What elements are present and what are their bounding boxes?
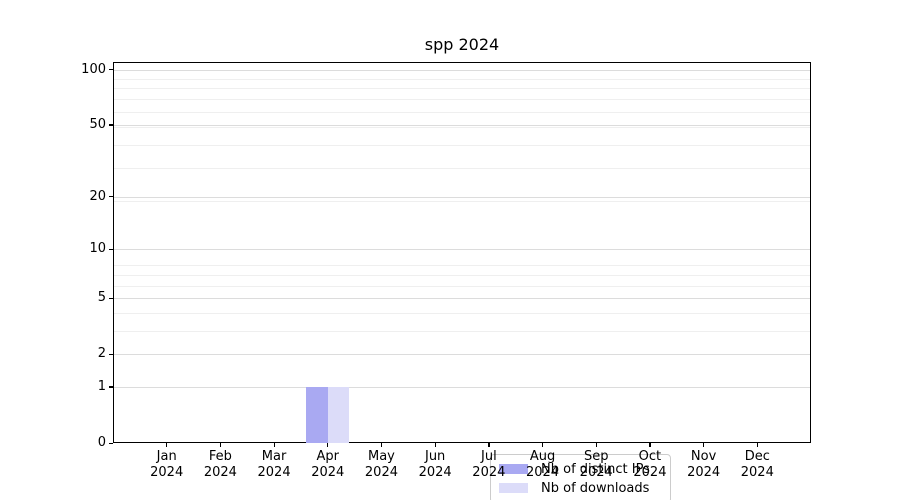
x-tick-label: Jul 2024: [472, 449, 506, 480]
plot-area: Nb of distinct IPs Nb of downloads: [113, 62, 811, 500]
x-tick-label: Aug 2024: [525, 449, 560, 480]
x-tick-label: Oct 2024: [633, 449, 667, 480]
y-tick-mark: [109, 353, 113, 355]
legend-swatch-icon: [499, 483, 528, 493]
legend-row: Nb of downloads: [499, 481, 662, 496]
y-tick-label: 100: [81, 61, 106, 77]
y-tick-label: 20: [89, 188, 106, 204]
x-tick-label: Jun 2024: [418, 449, 452, 480]
gridline-minor: [114, 126, 810, 128]
chart-title: spp 2024: [424, 35, 500, 54]
gridline-minor: [114, 78, 810, 80]
x-tick-label: Nov 2024: [687, 449, 721, 480]
gridline-minor: [114, 111, 810, 113]
y-tick-mark: [109, 69, 113, 71]
gridline-minor: [114, 265, 810, 267]
x-tick-mark: [380, 443, 383, 447]
gridline-major: [114, 298, 810, 300]
x-tick-mark: [542, 443, 544, 447]
x-tick-label: Sep 2024: [579, 449, 613, 480]
legend-row: Nb of distinct IPs: [499, 462, 662, 477]
gridline-major: [114, 386, 810, 388]
y-tick-mark: [109, 297, 113, 299]
chart-legend: Nb of distinct IPs Nb of downloads: [490, 454, 671, 500]
y-tick-mark: [109, 248, 113, 250]
bar-nb-of-downloads-apr: [327, 386, 350, 443]
y-tick-mark: [109, 386, 113, 388]
gridline-minor: [114, 312, 810, 314]
x-tick-mark: [756, 443, 758, 447]
y-tick-mark: [109, 124, 113, 126]
y-tick-label: 0: [97, 435, 106, 450]
x-tick-mark: [434, 443, 436, 447]
gridline-minor: [114, 330, 810, 332]
y-tick-mark: [109, 442, 113, 444]
y-tick-label: 50: [89, 116, 106, 132]
x-tick-mark: [273, 443, 275, 447]
x-tick-mark: [649, 443, 651, 447]
x-tick-mark: [166, 443, 168, 447]
gridline-minor: [114, 274, 810, 276]
legend-label: Nb of distinct IPs: [541, 461, 650, 477]
gridline-minor: [114, 144, 810, 146]
gridline-major: [114, 124, 810, 126]
gridline-minor: [114, 99, 810, 101]
gridline-major: [114, 354, 810, 356]
gridline-minor: [114, 167, 810, 169]
gridline-major: [114, 249, 810, 250]
x-tick-mark: [219, 443, 222, 447]
y-tick-label: 2: [97, 346, 106, 362]
gridline-minor: [114, 285, 810, 287]
x-tick-mark: [595, 443, 597, 447]
x-tick-mark: [327, 443, 329, 447]
y-tick-label: 10: [89, 241, 106, 256]
x-tick-mark: [703, 443, 705, 447]
x-tick-label: Dec 2024: [740, 449, 774, 480]
legend-swatch-icon: [499, 464, 528, 474]
gridline-minor: [114, 88, 810, 90]
gridline-major: [114, 69, 810, 71]
legend-label: Nb of downloads: [541, 480, 650, 496]
x-tick-label: Mar 2024: [257, 449, 291, 480]
y-tick-label: 1: [97, 378, 106, 394]
gridline-minor: [114, 200, 810, 202]
y-tick-mark: [109, 196, 113, 198]
x-tick-label: Apr 2024: [311, 449, 345, 480]
x-tick-mark: [488, 443, 490, 447]
gridline-major: [114, 196, 810, 198]
x-tick-label: May 2024: [364, 449, 398, 480]
x-tick-label: Feb 2024: [203, 449, 237, 480]
y-tick-label: 5: [97, 290, 106, 306]
x-tick-label: Jan 2024: [150, 449, 184, 480]
bar-nb-of-distinct-ips-apr: [306, 386, 328, 443]
